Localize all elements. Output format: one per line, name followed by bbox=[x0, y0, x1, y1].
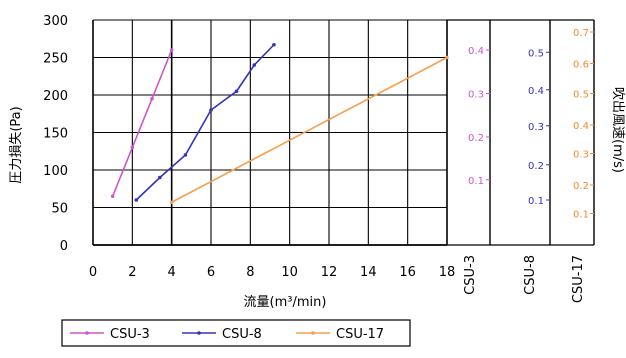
legend-marker bbox=[311, 331, 315, 335]
data-point bbox=[234, 89, 239, 94]
y2-axis-label: 吹出風速(m/s) bbox=[610, 87, 625, 173]
velocity-scale-names: CSU-3 CSU-8 CSU-17 bbox=[463, 255, 586, 303]
velocity-tick-label: 0.4 bbox=[573, 121, 589, 132]
velocity-tick-label: 0.1 bbox=[528, 196, 544, 207]
data-point bbox=[252, 63, 257, 67]
y-tick-label: 150 bbox=[43, 127, 68, 142]
data-point bbox=[110, 194, 115, 199]
data-point bbox=[150, 96, 154, 101]
x-tick-label: 16 bbox=[399, 265, 416, 280]
velocity-tick-label: 0.1 bbox=[573, 210, 589, 221]
legend-label: CSU-8 bbox=[222, 327, 262, 342]
x-axis-label: 流量(m³/min) bbox=[244, 295, 327, 310]
data-point bbox=[158, 175, 162, 180]
data-point bbox=[169, 200, 174, 205]
velocity-tick-label: 0.4 bbox=[468, 46, 484, 57]
velocity-tick-label: 0.3 bbox=[468, 90, 484, 101]
y-tick-label: 0 bbox=[60, 239, 68, 254]
legend: CSU-3 CSU-8 CSU-17 bbox=[61, 319, 411, 347]
y-tick-label: 50 bbox=[51, 202, 68, 217]
x-tick-label: 14 bbox=[360, 265, 377, 280]
series-layer bbox=[110, 42, 449, 205]
x-tick-label: 18 bbox=[439, 265, 456, 280]
velocity-tick-label: 0.2 bbox=[468, 133, 484, 144]
series-line bbox=[111, 49, 173, 197]
y-tick-label: 300 bbox=[43, 14, 68, 29]
series-line bbox=[171, 56, 448, 203]
velocity-scale-panels bbox=[447, 19, 595, 246]
data-point bbox=[209, 108, 213, 112]
x-axis-ticks: 0 2 4 6 8 10 12 14 16 18 bbox=[89, 265, 455, 280]
x-tick-label: 4 bbox=[168, 265, 176, 280]
data-point bbox=[134, 198, 139, 202]
velocity-tick-label: 0.5 bbox=[573, 90, 589, 101]
velocity-tick-label: 0.4 bbox=[528, 86, 544, 97]
velocity-axis-ticks: 0.1 0.2 0.3 0.4 0.1 0.2 0.3 0.4 0.5 0.1 0.2 0.3 0.4 0… bbox=[468, 28, 594, 221]
velocity-tick-label: 0.5 bbox=[528, 48, 544, 59]
legend-label: CSU-3 bbox=[110, 327, 150, 342]
x-tick-label: 12 bbox=[321, 265, 338, 280]
velocity-tick-label: 0.1 bbox=[468, 176, 484, 187]
velocity-tick-label: 0.3 bbox=[573, 150, 589, 161]
legend-label: CSU-17 bbox=[336, 327, 384, 342]
velocity-scale-name: CSU-17 bbox=[571, 255, 586, 303]
x-tick-label: 2 bbox=[128, 265, 136, 280]
legend-box bbox=[61, 319, 411, 347]
data-point bbox=[445, 55, 449, 60]
y-tick-label: 250 bbox=[43, 52, 68, 67]
x-tick-label: 10 bbox=[281, 265, 298, 280]
series-line bbox=[135, 44, 275, 201]
x-tick-label: 0 bbox=[89, 265, 97, 280]
velocity-scale-name: CSU-3 bbox=[463, 255, 478, 295]
data-point bbox=[130, 145, 135, 150]
velocity-scale-name: CSU-8 bbox=[523, 255, 538, 295]
data-point bbox=[169, 48, 174, 52]
data-point bbox=[272, 42, 276, 47]
legend-marker bbox=[197, 331, 201, 335]
velocity-tick-label: 0.7 bbox=[573, 28, 589, 39]
velocity-tick-label: 0.3 bbox=[528, 122, 544, 133]
x-tick-label: 8 bbox=[246, 265, 254, 280]
y-axis-ticks: 0 50 100 150 200 250 300 bbox=[43, 14, 68, 254]
y-tick-label: 100 bbox=[43, 164, 68, 179]
x-tick-label: 6 bbox=[207, 265, 215, 280]
y-axis-label: 圧力損失(Pa) bbox=[9, 106, 24, 183]
velocity-tick-label: 0.2 bbox=[528, 161, 544, 172]
chart-grid bbox=[92, 19, 448, 246]
velocity-tick-label: 0.6 bbox=[573, 60, 589, 71]
velocity-tick-label: 0.2 bbox=[573, 181, 589, 192]
data-point bbox=[183, 153, 188, 157]
legend-marker bbox=[85, 331, 89, 335]
y-tick-label: 200 bbox=[43, 89, 68, 104]
